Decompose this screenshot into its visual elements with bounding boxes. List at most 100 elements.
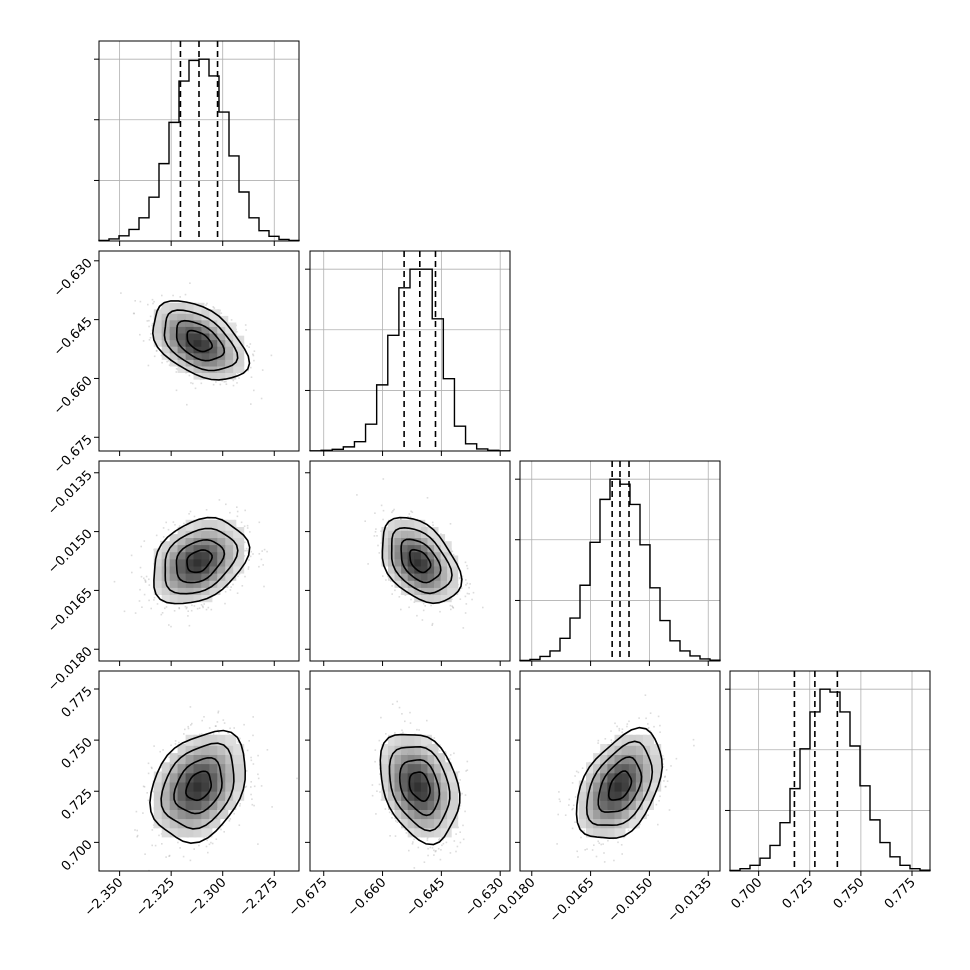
sample-point — [143, 540, 146, 542]
density-cell — [434, 541, 446, 553]
density-cell — [185, 826, 197, 838]
density-cell — [209, 309, 221, 321]
sample-point — [147, 303, 149, 306]
scatter-panel-4-1 — [94, 670, 300, 876]
panel-frame — [309, 460, 511, 662]
density-cell — [217, 780, 229, 792]
sample-point — [244, 541, 246, 544]
panel-frame — [729, 670, 931, 872]
sample-point — [399, 819, 401, 822]
density-cell — [233, 541, 245, 553]
density-cell — [201, 591, 213, 603]
sample-point — [451, 550, 454, 553]
sample-point — [237, 740, 240, 743]
sample-point — [172, 521, 175, 523]
sample-point — [426, 837, 429, 839]
density-cell — [225, 548, 237, 560]
panels — [94, 40, 931, 876]
sample-point — [165, 521, 167, 524]
density-cell — [401, 584, 413, 595]
density-cell — [193, 753, 205, 765]
sample-point — [396, 700, 398, 703]
density-cell — [177, 591, 189, 603]
sample-point — [466, 582, 469, 585]
sample-point — [465, 579, 467, 581]
sample-point — [439, 858, 442, 861]
sample-point — [393, 580, 396, 582]
sample-point — [262, 564, 264, 566]
density-cell — [193, 534, 205, 546]
density-cell — [394, 541, 406, 553]
density-cell — [225, 527, 237, 538]
sample-point — [230, 319, 233, 321]
sample-point — [408, 606, 410, 609]
sample-point — [404, 594, 407, 596]
sample-point — [471, 598, 473, 601]
density-cell — [153, 576, 165, 588]
density-cell — [217, 771, 229, 783]
density-cell — [201, 780, 213, 792]
sample-point — [378, 783, 381, 786]
sample-point — [135, 810, 138, 813]
density-cell — [225, 368, 237, 380]
density-cell — [201, 348, 213, 360]
sample-point — [247, 566, 250, 568]
sample-point — [243, 525, 246, 527]
sample-point — [385, 733, 387, 735]
density-cell — [381, 534, 393, 546]
sample-point — [243, 555, 246, 557]
density-cell — [217, 335, 229, 347]
sample-point — [222, 719, 225, 721]
density-cell — [201, 329, 213, 341]
density-cell — [185, 309, 197, 321]
sample-point — [433, 849, 435, 852]
density-cell — [185, 342, 197, 354]
sample-point — [373, 535, 376, 537]
sample-point — [252, 763, 255, 765]
density-cell — [177, 562, 189, 574]
sample-point — [233, 812, 235, 815]
density-cell — [169, 576, 181, 588]
sample-point — [413, 867, 416, 869]
sample-point — [164, 607, 166, 610]
sample-point — [212, 306, 215, 308]
density-cell — [217, 762, 229, 774]
density-cell — [233, 771, 245, 783]
density-cell — [193, 541, 205, 553]
sample-point — [410, 510, 412, 513]
sample-point — [192, 382, 194, 385]
sample-point — [394, 732, 396, 734]
density-cell — [193, 368, 205, 380]
sample-point — [187, 727, 190, 730]
sample-point — [198, 844, 200, 847]
density-cell — [177, 348, 189, 360]
sample-point — [245, 329, 247, 331]
sample-point — [236, 592, 239, 594]
sample-point — [229, 818, 232, 820]
density-cell — [169, 584, 181, 595]
density-cell — [193, 342, 205, 354]
sample-point — [387, 575, 389, 578]
sample-point — [152, 824, 155, 826]
sample-point — [200, 604, 203, 606]
density-cell — [193, 322, 205, 334]
density-cell — [225, 555, 237, 567]
density-cell — [185, 569, 197, 581]
density-cell — [161, 799, 173, 810]
sample-point — [380, 530, 382, 532]
density-cell — [161, 562, 173, 574]
density-cell — [209, 362, 221, 373]
density-cell — [447, 584, 459, 595]
density-cell — [434, 555, 446, 567]
density-cell — [161, 315, 173, 327]
density-cell — [209, 771, 221, 783]
density-cell — [407, 584, 419, 595]
density-cell — [185, 362, 197, 373]
density-cell — [209, 342, 221, 354]
density-cell — [209, 322, 221, 334]
sample-point — [224, 590, 227, 593]
sample-point — [144, 581, 147, 583]
scatter-panel-3-1 — [94, 460, 300, 666]
sample-point — [232, 583, 234, 586]
